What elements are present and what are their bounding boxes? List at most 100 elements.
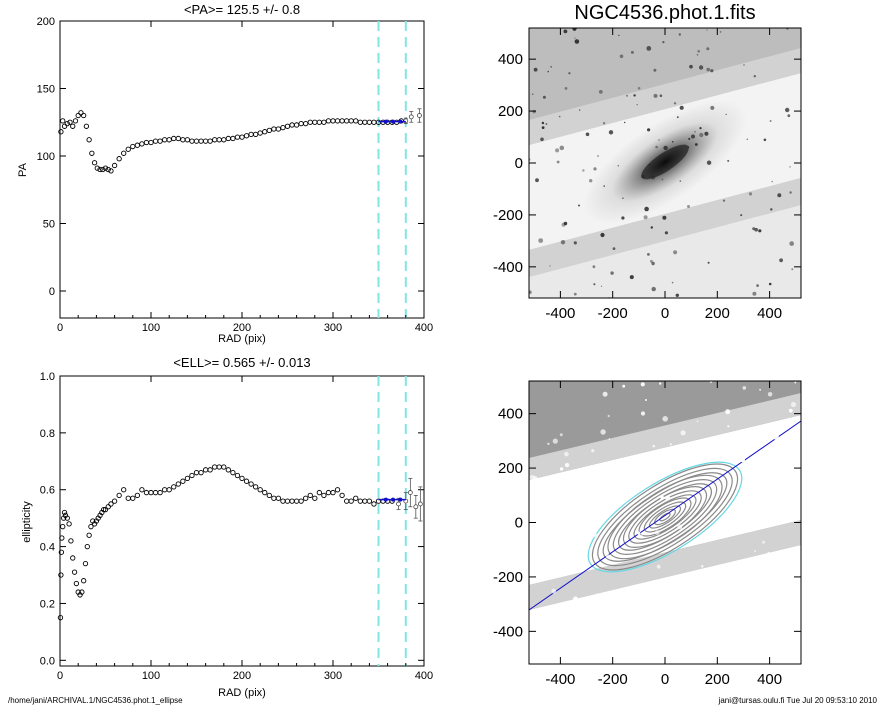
data-point	[171, 484, 177, 490]
star	[643, 215, 648, 220]
mask-blob	[651, 641, 657, 646]
star	[694, 143, 698, 146]
star	[748, 192, 753, 196]
mask-blob	[640, 382, 645, 387]
mask-blob	[558, 617, 565, 623]
data-point	[116, 492, 122, 499]
error-point	[396, 501, 401, 507]
star	[572, 28, 577, 31]
mask-blob	[757, 630, 763, 636]
star	[600, 232, 605, 238]
star	[752, 291, 757, 296]
data-point	[343, 118, 350, 124]
isophote-contour	[612, 479, 718, 555]
data-point	[171, 135, 177, 142]
data-point	[366, 119, 373, 125]
data-point	[348, 118, 354, 124]
mask-blob	[589, 646, 593, 651]
mask-blob	[773, 433, 779, 440]
isophote-contour	[597, 467, 733, 567]
star	[564, 87, 568, 90]
mask-blob	[656, 610, 662, 616]
mask-blob	[762, 540, 765, 544]
star	[653, 93, 658, 98]
mask-blob	[665, 452, 671, 458]
star	[678, 33, 681, 36]
plot-ell-fit-range	[377, 376, 407, 666]
data-point	[75, 112, 81, 119]
mask-blob	[602, 391, 608, 397]
fit-point	[383, 119, 388, 124]
data-point	[88, 524, 94, 530]
mask-blob	[621, 627, 627, 633]
mask-blob	[669, 443, 672, 446]
data-point	[111, 498, 118, 504]
star	[679, 105, 684, 110]
mask-blob	[703, 645, 705, 648]
mask-blob	[721, 570, 724, 573]
star	[648, 164, 651, 166]
data-point	[67, 119, 73, 125]
mask-blob	[790, 401, 797, 408]
image-y-tick-label: 0	[515, 515, 523, 532]
data-point	[353, 495, 359, 501]
mask-blob	[644, 399, 647, 401]
mask-blob	[726, 517, 733, 524]
mask-blob	[592, 532, 597, 538]
isophote-contour	[591, 463, 739, 571]
mask-blob	[659, 382, 662, 385]
star	[791, 268, 794, 271]
data-point	[70, 123, 76, 129]
plot-pa-title: <PA>= 125.5 +/- 0.8	[184, 2, 300, 17]
mask-blob	[566, 543, 571, 548]
y-tick-label: 0.0	[40, 655, 55, 667]
star	[727, 159, 730, 162]
star	[655, 145, 658, 149]
data-point	[307, 492, 313, 499]
star	[540, 137, 544, 142]
star	[573, 241, 577, 245]
star	[769, 120, 772, 122]
mask-blob	[795, 499, 801, 505]
star	[694, 130, 696, 133]
star	[610, 271, 614, 275]
footer-path: /home/jani/ARCHIVAL.1/NGC4536.phot.1_ell…	[8, 696, 183, 705]
star	[574, 39, 580, 44]
x-tick-label: 0	[57, 322, 63, 334]
image-y-tick-label: -400	[493, 623, 523, 640]
star	[710, 69, 714, 73]
star	[531, 93, 534, 95]
data-point	[234, 134, 241, 140]
star	[768, 282, 772, 286]
mask-blob	[595, 516, 598, 519]
star	[719, 31, 722, 33]
data-point	[284, 498, 291, 504]
star	[754, 227, 758, 232]
mask-blob	[578, 652, 582, 655]
data-point	[271, 126, 277, 132]
star	[617, 165, 619, 167]
star	[589, 179, 593, 183]
image-y-tick-label: -200	[493, 207, 523, 224]
mask-blob	[595, 593, 598, 596]
mask-blob	[564, 451, 569, 457]
data-point	[248, 481, 254, 487]
mask-blob	[657, 584, 660, 588]
data-point	[207, 138, 213, 144]
data-point	[216, 464, 222, 470]
mask-blob	[759, 521, 765, 527]
star	[573, 292, 577, 296]
mask-blob	[767, 392, 773, 397]
y-tick-label: 1.0	[40, 371, 55, 383]
data-point	[130, 143, 136, 150]
data-point	[180, 478, 186, 484]
star	[697, 50, 700, 53]
star	[789, 191, 792, 194]
data-point	[207, 467, 213, 473]
mask-blob	[711, 642, 715, 646]
x-tick-label: 200	[233, 670, 251, 682]
y-tick-label: 0.6	[40, 485, 55, 497]
image-x-tick-label: -200	[598, 671, 628, 688]
star	[663, 145, 668, 151]
mask-blob	[662, 416, 668, 422]
